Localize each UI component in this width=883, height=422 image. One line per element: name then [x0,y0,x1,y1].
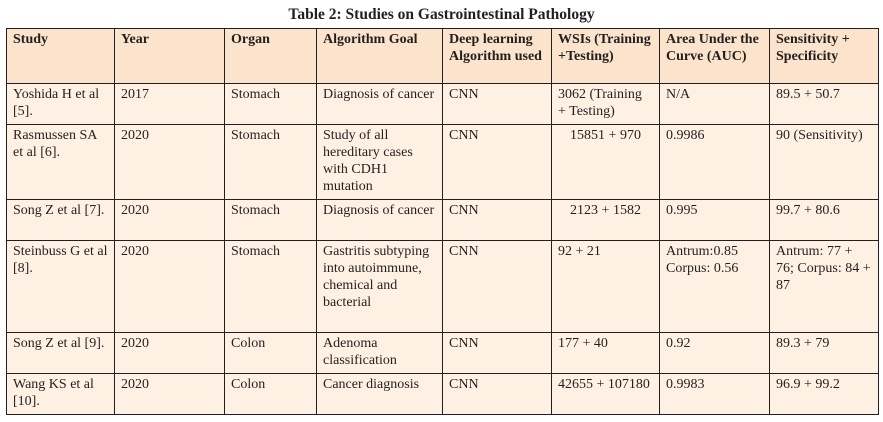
cell-organ: Stomach [224,240,317,333]
cell-sens-spec: 96.9 + 99.2 [769,373,879,415]
cell-algorithm-goal: Diagnosis of cancer [316,199,443,241]
table-row: Wang KS et al [10]. 2020 Colon Cancer di… [6,373,879,415]
cell-algorithm-goal: Cancer diagnosis [316,373,443,415]
table-row: Yoshida H et al [5]. 2017 Stomach Diagno… [6,83,879,125]
cell-study: Wang KS et al [10]. [6,373,115,415]
cell-sens-spec: 99.7 + 80.6 [769,199,879,241]
cell-algorithm-goal: Study of all hereditary cases with CDH1 … [316,124,443,200]
cell-algorithm-goal: Gastritis subtyping into autoimmune, che… [316,240,443,333]
cell-year: 2020 [114,240,225,333]
table-row: Steinbuss G et al [8]. 2020 Stomach Gast… [6,240,879,333]
header-year: Year [114,28,225,84]
cell-algorithm: CNN [442,83,552,125]
cell-algorithm: CNN [442,240,552,333]
cell-algorithm: CNN [442,332,552,374]
cell-wsis: 3062 (Training + Testing) [551,83,660,125]
header-organ: Organ [224,28,317,84]
cell-algorithm: CNN [442,199,552,241]
cell-algorithm-goal: Diagnosis of cancer [316,83,443,125]
cell-organ: Colon [224,332,317,374]
cell-sens-spec: 90 (Sensitivity) [769,124,879,200]
cell-auc: 0.92 [659,332,770,374]
table-row: Song Z et al [9]. 2020 Colon Adenoma cla… [6,332,879,374]
header-sensitivity-specificity: Sensitivity + Specificity [769,28,879,84]
cell-study: Yoshida H et al [5]. [6,83,115,125]
cell-organ: Stomach [224,199,317,241]
header-auc: Area Under the Curve (AUC) [659,28,770,84]
cell-wsis: 2123 + 1582 [551,199,660,241]
cell-study: Steinbuss G et al [8]. [6,240,115,333]
header-algorithm-goal: Algorithm Goal [316,28,443,84]
cell-auc: 0.9986 [659,124,770,200]
cell-study: Song Z et al [7]. [6,199,115,241]
cell-organ: Stomach [224,124,317,200]
cell-auc: 0.995 [659,199,770,241]
cell-auc: 0.9983 [659,373,770,415]
cell-organ: Colon [224,373,317,415]
table-row: Rasmussen SA et al [6]. 2020 Stomach Stu… [6,124,879,200]
cell-year: 2020 [114,124,225,200]
cell-algorithm-goal: Adenoma classification [316,332,443,374]
studies-table: Study Year Organ Algorithm Goal Deep lea… [6,28,879,415]
table-caption: Table 2: Studies on Gastrointestinal Pat… [288,6,595,23]
header-wsis: WSIs (Training +Testing) [551,28,660,84]
cell-auc: N/A [659,83,770,125]
header-deep-learning-algorithm: Deep learning Algorithm used [442,28,552,84]
cell-wsis: 177 + 40 [551,332,660,374]
header-row: Study Year Organ Algorithm Goal Deep lea… [6,28,879,84]
cell-algorithm: CNN [442,124,552,200]
cell-year: 2020 [114,332,225,374]
cell-organ: Stomach [224,83,317,125]
cell-year: 2020 [114,373,225,415]
cell-wsis: 15851 + 970 [551,124,660,200]
cell-year: 2017 [114,83,225,125]
header-study: Study [6,28,115,84]
cell-sens-spec: 89.3 + 79 [769,332,879,374]
cell-sens-spec: Antrum: 77 + 76; Corpus: 84 + 87 [769,240,879,333]
cell-study: Rasmussen SA et al [6]. [6,124,115,200]
table-row: Song Z et al [7]. 2020 Stomach Diagnosis… [6,199,879,241]
cell-algorithm: CNN [442,373,552,415]
cell-sens-spec: 89.5 + 50.7 [769,83,879,125]
cell-wsis: 92 + 21 [551,240,660,333]
cell-study: Song Z et al [9]. [6,332,115,374]
cell-year: 2020 [114,199,225,241]
cell-wsis: 42655 + 107180 [551,373,660,415]
cell-auc: Antrum:0.85 Corpus: 0.56 [659,240,770,333]
